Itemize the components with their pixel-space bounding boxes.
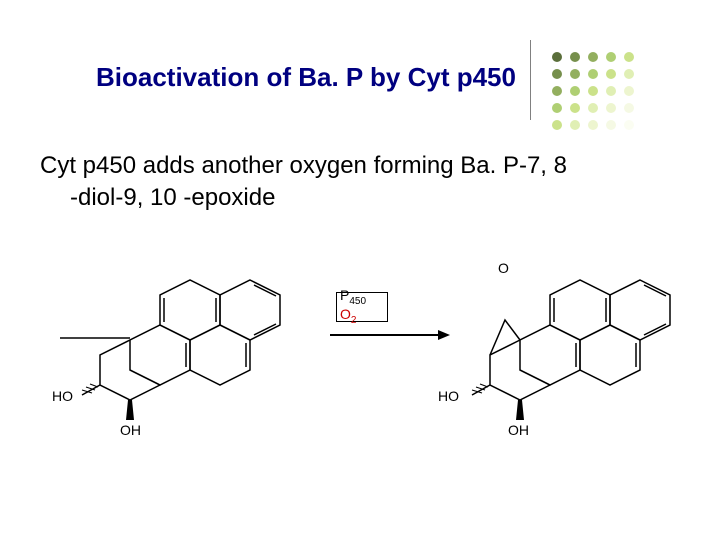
label-ho-right: HO — [438, 388, 459, 404]
body-line-1: Cyt p450 adds another oxygen forming Ba.… — [40, 152, 567, 179]
decor-dot — [588, 86, 598, 96]
slide-title: Bioactivation of Ba. P by Cyt p450 — [96, 62, 516, 93]
label-oh-right: OH — [508, 422, 529, 438]
decor-dot — [552, 52, 562, 62]
decor-dot — [552, 86, 562, 96]
decor-dot — [588, 69, 598, 79]
decor-dot — [588, 120, 598, 130]
decor-dot — [606, 86, 616, 96]
body-text: Cyt p450 adds another oxygen forming Ba.… — [40, 150, 680, 215]
decor-dot — [552, 69, 562, 79]
decor-dot — [552, 120, 562, 130]
decor-dot — [570, 120, 580, 130]
decor-dot — [624, 103, 634, 113]
decorative-dot-grid — [552, 52, 642, 137]
decor-dot — [570, 103, 580, 113]
decor-dot — [570, 52, 580, 62]
decor-dot — [624, 52, 634, 62]
decor-dot — [624, 69, 634, 79]
decorative-divider — [530, 40, 531, 120]
decor-dot — [606, 69, 616, 79]
label-oh-left: OH — [120, 422, 141, 438]
decor-dot — [624, 120, 634, 130]
decor-dot — [606, 52, 616, 62]
label-ho-left: HO — [52, 388, 73, 404]
label-epoxide-o: O — [498, 260, 509, 276]
decor-dot — [570, 69, 580, 79]
product-molecule — [420, 250, 700, 450]
reaction-diagram: HO OH P450 O2 — [40, 260, 680, 480]
decor-dot — [552, 103, 562, 113]
decor-dot — [588, 52, 598, 62]
decor-dot — [588, 103, 598, 113]
decor-dot — [570, 86, 580, 96]
decor-dot — [624, 86, 634, 96]
reactant-molecule — [40, 260, 310, 450]
body-line-2: -diol-9, 10 -epoxide — [40, 182, 680, 214]
decor-dot — [606, 120, 616, 130]
decor-dot — [606, 103, 616, 113]
